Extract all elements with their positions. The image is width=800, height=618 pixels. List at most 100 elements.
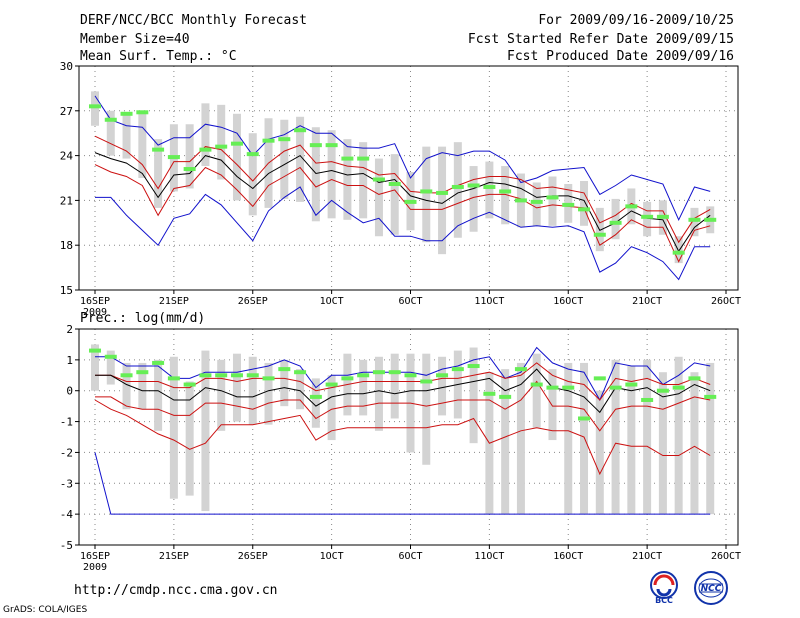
precipitation-xtick-label: 21OCT xyxy=(632,551,662,562)
temperature-outer-upper-line xyxy=(94,95,711,221)
temperature-range-bar xyxy=(690,207,699,237)
temperature-range-bar xyxy=(185,124,194,189)
temperature-range-bar xyxy=(217,104,226,180)
temperature-range-bar xyxy=(154,139,163,208)
temperature-range-bar xyxy=(311,127,320,222)
temperature-ytick-label: 30 xyxy=(60,60,73,73)
precipitation-range-bar xyxy=(217,359,226,431)
temperature-observed-marker xyxy=(372,177,385,182)
precipitation-red-low-line xyxy=(94,399,711,476)
precipitation-xtick-label: 11OCT xyxy=(474,551,504,562)
precipitation-observed-marker xyxy=(546,385,559,390)
temperature-plot-frame xyxy=(78,65,739,291)
precipitation-observed-marker xyxy=(609,385,622,390)
precipitation-observed-marker xyxy=(641,397,654,402)
precipitation-ytick-label: 1 xyxy=(66,354,73,367)
temperature-observed-marker xyxy=(451,184,464,189)
temperature-range-bar xyxy=(674,236,683,264)
temperature-range-bar xyxy=(280,119,289,199)
precipitation-observed-marker xyxy=(152,360,165,365)
temperature-observed-marker xyxy=(656,214,669,219)
temperature-observed-marker xyxy=(467,183,480,188)
temperature-range-bar xyxy=(359,142,368,219)
precipitation-observed-marker xyxy=(278,367,291,372)
temperature-range-bar xyxy=(296,116,305,202)
precipitation-observed-marker xyxy=(136,370,149,375)
precipitation-ytick-label: -3 xyxy=(60,477,73,490)
temperature-xtick-label: 11OCT xyxy=(474,296,504,307)
precipitation-observed-marker xyxy=(309,394,322,399)
precipitation-xtick-label: 6OCT xyxy=(398,551,422,562)
precipitation-observed-marker xyxy=(467,364,480,369)
temperature-xtick-label: 21SEP xyxy=(159,296,189,307)
precipitation-observed-marker xyxy=(483,391,496,396)
temperature-range-bar xyxy=(485,161,494,219)
temperature-range-bar xyxy=(643,201,652,237)
precipitation-observed-marker xyxy=(215,373,228,378)
temperature-observed-marker xyxy=(357,156,370,161)
temperature-xtick-label: 6OCT xyxy=(398,296,422,307)
temperature-range-bar xyxy=(91,91,99,126)
precipitation-observed-marker xyxy=(294,370,307,375)
temperature-outer-lower-line xyxy=(95,186,711,281)
precipitation-outer-upper-line xyxy=(95,346,711,402)
precipitation-ytick-label: 0 xyxy=(66,385,73,398)
precipitation-range-bar xyxy=(469,347,478,444)
temperature-range-bar xyxy=(422,146,431,243)
precipitation-observed-marker xyxy=(688,376,701,381)
temperature-range-bar xyxy=(532,182,541,226)
precipitation-ytick-label: -2 xyxy=(60,446,73,459)
precipitation-range-bar xyxy=(327,375,336,441)
temperature-observed-marker xyxy=(609,220,622,225)
precipitation-range-bar xyxy=(311,378,320,428)
precipitation-range-bar xyxy=(532,353,541,428)
precipitation-range-bar xyxy=(390,353,399,419)
precipitation-observed-marker xyxy=(420,379,433,384)
precipitation-range-bar xyxy=(169,356,178,499)
precipitation-range-bar xyxy=(185,381,194,496)
temperature-range-bar xyxy=(106,110,115,156)
variable-label: Mean Surf. Temp.: °C xyxy=(80,49,237,64)
precipitation-observed-marker xyxy=(593,376,606,381)
precipitation-outer-lower-line xyxy=(94,452,711,515)
precipitation-xtick-label: 16OCT xyxy=(553,551,583,562)
precipitation-range-bar xyxy=(516,362,525,515)
precipitation-observed-marker xyxy=(436,373,449,378)
precipitation-observed-marker xyxy=(183,382,196,387)
temperature-observed-marker xyxy=(120,111,133,116)
precipitation-inner-upper-line xyxy=(95,362,711,401)
fcst-started-date: Fcst Started Refer Date 2009/09/15 xyxy=(467,32,734,47)
temperature-observed-marker xyxy=(514,198,527,203)
temperature-range-bar xyxy=(548,176,557,226)
precipitation-observed-marker xyxy=(262,376,275,381)
precipitation-observed-marker xyxy=(451,367,464,372)
temperature-ytick-label: 15 xyxy=(60,284,73,297)
temperature-observed-marker xyxy=(562,202,575,207)
precipitation-observed-marker xyxy=(89,348,101,353)
temperature-observed-marker xyxy=(404,199,417,204)
precipitation-range-bar xyxy=(438,356,447,416)
precipitation-plot-frame xyxy=(78,328,739,546)
precipitation-observed-marker xyxy=(704,394,717,399)
temperature-observed-marker xyxy=(294,128,307,133)
temperature-range-bar xyxy=(248,133,257,216)
temperature-observed-marker xyxy=(483,184,496,189)
temperature-observed-marker xyxy=(262,138,275,143)
temperature-ytick-label: 24 xyxy=(60,150,74,163)
precipitation-observed-marker xyxy=(499,394,512,399)
source-url[interactable]: http://cmdp.ncc.cma.gov.cn xyxy=(74,583,278,598)
chart-title: DERF/NCC/BCC Monthly Forecast xyxy=(80,13,307,28)
temperature-observed-marker xyxy=(388,181,401,186)
precipitation-xtick-label: 26OCT xyxy=(711,551,741,562)
precipitation-range-bar xyxy=(154,359,163,431)
temperature-inner-lower-line xyxy=(94,164,711,263)
temperature-observed-marker xyxy=(246,152,259,157)
temperature-observed-marker xyxy=(688,217,701,222)
precipitation-range-bar xyxy=(280,359,289,407)
temperature-range-bar xyxy=(469,166,478,232)
precipitation-observed-marker xyxy=(230,373,243,378)
temperature-observed-marker xyxy=(546,195,559,200)
temperature-xtick-label: 16OCT xyxy=(553,296,583,307)
precipitation-xtick-label: 1OCT xyxy=(320,551,344,562)
